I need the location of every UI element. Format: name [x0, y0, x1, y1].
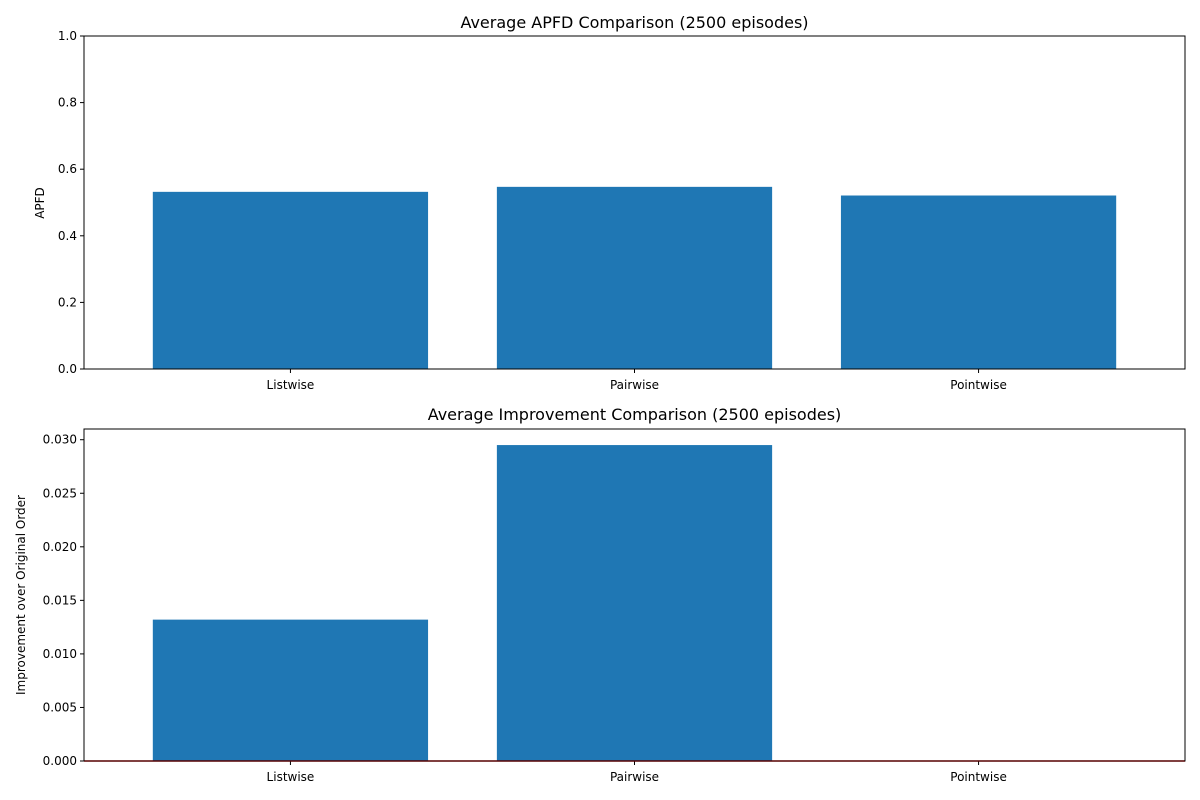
x-ticks: Listwise Pairwise Pointwise [267, 761, 1007, 784]
y-tick-label: 0.030 [43, 433, 77, 447]
x-tick-label: Pairwise [610, 378, 659, 392]
y-tick-label: 0.0 [58, 362, 77, 376]
y-tick-label: 1.0 [58, 29, 77, 43]
y-tick-label: 0.025 [43, 486, 77, 500]
x-tick-label: Pointwise [950, 770, 1007, 784]
y-tick-label: 0.8 [58, 96, 77, 110]
y-tick-label: 0.010 [43, 647, 77, 661]
chart-title: Average APFD Comparison (2500 episodes) [460, 13, 808, 32]
improvement-chart: Average Improvement Comparison (2500 epi… [14, 405, 1186, 784]
plot-frame [83, 35, 1186, 370]
y-axis-label: APFD [33, 187, 47, 219]
x-ticks: Listwise Pairwise Pointwise [267, 369, 1007, 392]
y-tick-label: 0.000 [43, 754, 77, 768]
bar-pairwise [496, 445, 773, 761]
bars [152, 186, 1117, 369]
x-tick-label: Listwise [267, 378, 315, 392]
y-tick-label: 0.015 [43, 593, 77, 607]
bars [152, 445, 773, 761]
y-tick-label: 0.020 [43, 540, 77, 554]
y-tick-label: 0.005 [43, 700, 77, 714]
y-tick-label: 0.6 [58, 162, 77, 176]
bar-listwise [152, 619, 429, 761]
x-tick-label: Listwise [267, 770, 315, 784]
y-axis-label: Improvement over Original Order [14, 495, 28, 695]
plot-frame [83, 428, 1186, 762]
bar-listwise [152, 191, 429, 369]
y-ticks: 0.0 0.2 0.4 0.6 0.8 1.0 [58, 29, 84, 376]
x-tick-label: Pairwise [610, 770, 659, 784]
apfd-chart: Average APFD Comparison (2500 episodes) … [33, 13, 1186, 392]
x-tick-label: Pointwise [950, 378, 1007, 392]
bar-pairwise [496, 186, 773, 369]
bar-pointwise [840, 195, 1117, 369]
chart-title: Average Improvement Comparison (2500 epi… [428, 405, 842, 424]
y-tick-label: 0.4 [58, 229, 77, 243]
y-tick-label: 0.2 [58, 295, 77, 309]
y-ticks: 0.000 0.005 0.010 0.015 0.020 0.025 0.030 [43, 433, 84, 768]
